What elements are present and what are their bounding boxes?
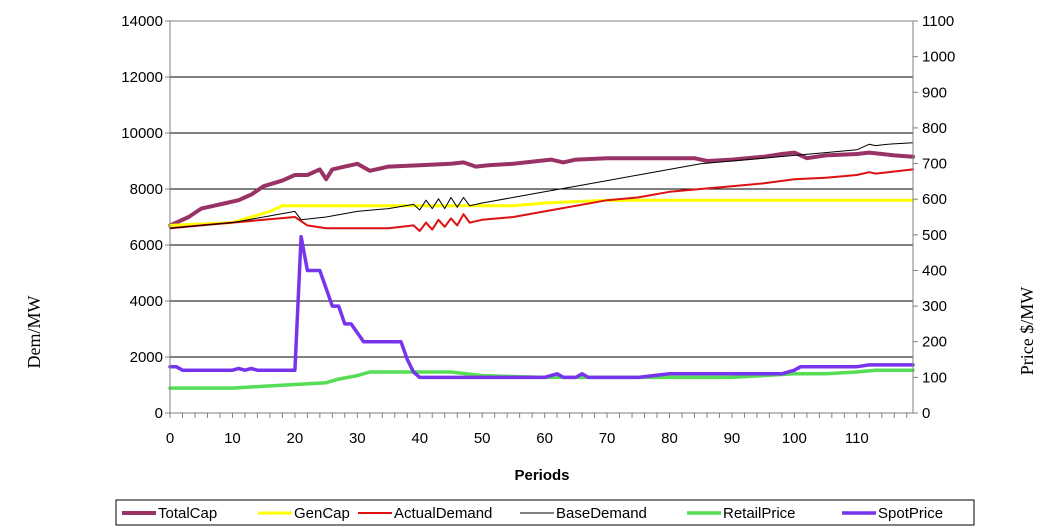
left-tick-label: 8000 <box>130 181 163 198</box>
right-tick-label: 300 <box>922 298 947 315</box>
legend: TotalCap GenCap ActualDemand BaseDemand Reta… <box>115 499 975 526</box>
left-axis-title: Dem/MW <box>24 295 44 368</box>
x-tick-label: 20 <box>287 430 304 447</box>
series-line-actualdemand <box>169 168 914 232</box>
right-tick-label: 600 <box>922 191 947 208</box>
x-tick-label: 70 <box>599 430 616 447</box>
right-tick-label: 900 <box>922 84 947 101</box>
series-lines <box>168 142 915 390</box>
right-tick-label: 700 <box>922 156 947 173</box>
left-tick-label: 10000 <box>121 125 163 142</box>
x-axis-title: Periods <box>514 467 569 484</box>
right-tick-label: 400 <box>922 262 947 279</box>
series-line-retailprice <box>168 368 915 390</box>
legend-label-totalcap: TotalCap <box>158 505 217 522</box>
left-tick-label: 2000 <box>130 349 163 366</box>
tick-labels: 0200040006000800010000120001400001002003… <box>121 13 955 447</box>
left-tick-label: 14000 <box>121 13 163 30</box>
series-line-basedemand <box>169 142 914 229</box>
gridlines <box>170 20 913 358</box>
x-tick-label: 30 <box>349 430 366 447</box>
x-tick-label: 10 <box>224 430 241 447</box>
left-tick-label: 0 <box>155 405 163 422</box>
x-tick-label: 40 <box>411 430 428 447</box>
legend-label-actualdemand: ActualDemand <box>394 505 492 522</box>
legend-label-spotprice: SpotPrice <box>878 505 943 522</box>
x-tick-label: 80 <box>661 430 678 447</box>
series-line-totalcap <box>168 150 915 228</box>
series-line-gencap <box>168 198 915 227</box>
right-tick-label: 100 <box>922 369 947 386</box>
right-tick-label: 800 <box>922 120 947 137</box>
right-tick-label: 0 <box>922 405 930 422</box>
x-tick-label: 50 <box>474 430 491 447</box>
x-tick-label: 110 <box>845 430 869 447</box>
series-line-spotprice <box>168 234 915 380</box>
left-tick-label: 4000 <box>130 293 163 310</box>
legend-label-basedemand: BaseDemand <box>556 505 647 522</box>
right-tick-label: 1000 <box>922 49 955 66</box>
legend-label-gencap: GenCap <box>294 505 350 522</box>
x-tick-label: 60 <box>536 430 553 447</box>
x-tick-label: 0 <box>166 430 174 447</box>
x-tick-label: 100 <box>782 430 807 447</box>
legend-label-retailprice: RetailPrice <box>723 505 796 522</box>
right-axis-title: Price $/MW <box>1017 287 1037 375</box>
plot-area-frame <box>169 20 914 414</box>
axes <box>165 20 918 418</box>
right-tick-label: 200 <box>922 334 947 351</box>
right-tick-label: 500 <box>922 227 947 244</box>
left-tick-label: 12000 <box>121 69 163 86</box>
right-tick-label: 1100 <box>922 13 954 30</box>
left-tick-label: 6000 <box>130 237 163 254</box>
x-tick-label: 90 <box>724 430 741 447</box>
